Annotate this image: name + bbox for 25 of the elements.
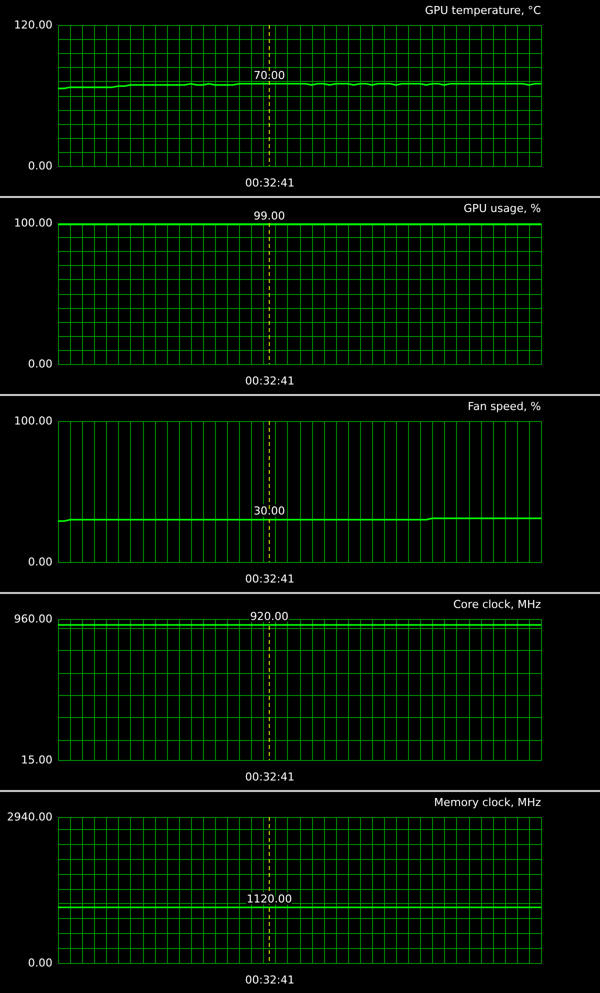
y-tick-label: 100.00 bbox=[14, 216, 52, 230]
annotation: 920.00 bbox=[250, 610, 289, 623]
chart-title: Core clock, MHz bbox=[453, 598, 542, 611]
x-tick-label: 00:32:41 bbox=[245, 176, 295, 190]
x-tick-label: 00:32:41 bbox=[245, 770, 295, 784]
y-tick-label: 2940.00 bbox=[7, 810, 52, 824]
annotation: 1120.00 bbox=[246, 892, 292, 906]
y-tick-label: 0.00 bbox=[28, 358, 52, 370]
y-tick-label: 0.00 bbox=[28, 556, 52, 568]
x-tick-label: 00:32:41 bbox=[245, 572, 295, 586]
annotation: 30.00 bbox=[254, 504, 286, 518]
y-tick-label: 0.00 bbox=[28, 160, 52, 172]
y-tick-label: 15.00 bbox=[21, 754, 52, 766]
chart-title: GPU temperature, °C bbox=[424, 4, 542, 17]
x-tick-label: 00:32:41 bbox=[245, 974, 295, 986]
annotation: 70.00 bbox=[254, 68, 286, 82]
y-tick-label: 120.00 bbox=[14, 18, 52, 32]
y-tick-label: 0.00 bbox=[28, 956, 52, 970]
x-tick-label: 00:32:41 bbox=[245, 374, 295, 388]
chart-title: Fan speed, % bbox=[468, 400, 541, 413]
chart-title: Memory clock, MHz bbox=[434, 796, 542, 809]
y-tick-label: 100.00 bbox=[14, 414, 52, 428]
annotation: 99.00 bbox=[254, 209, 286, 222]
chart-title: GPU usage, % bbox=[464, 202, 541, 215]
y-tick-label: 960.00 bbox=[14, 612, 52, 626]
